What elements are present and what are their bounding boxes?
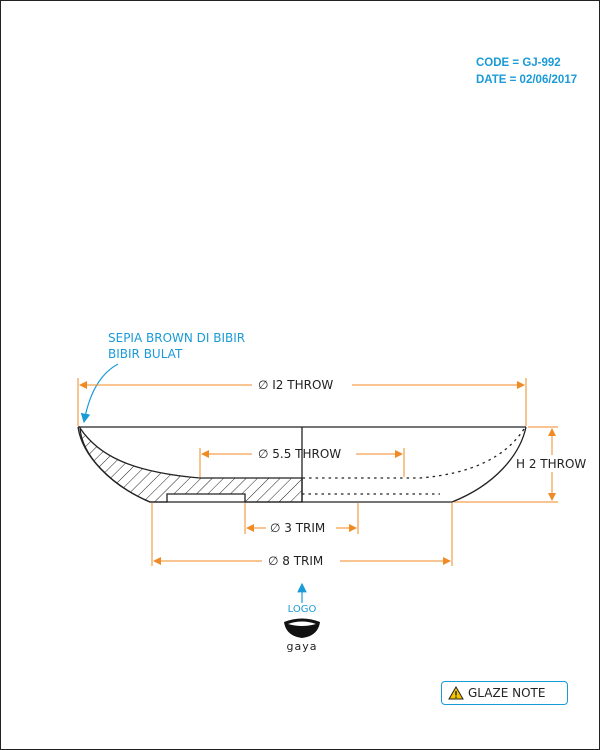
date-text: DATE = 02/06/2017: [476, 74, 578, 86]
brand-name: gaya: [286, 640, 318, 653]
glaze-note-label: GLAZE NOTE: [468, 686, 546, 700]
warning-icon: [448, 686, 464, 700]
dim-label-12-throw: ∅ I2 THROW: [258, 378, 333, 392]
code-text: CODE = GJ-992: [476, 57, 561, 69]
dim-label-3-trim: ∅ 3 TRIM: [270, 521, 325, 535]
dim-label-h-2-throw: H 2 THROW: [516, 457, 586, 471]
logo-label: LOGO: [287, 604, 317, 615]
title-block: CODE = GJ-992 DATE = 02/06/2017: [476, 55, 577, 89]
outer-profile-right: [302, 426, 527, 503]
note-line-2: BIBIR BULAT: [108, 347, 183, 361]
dim-label-5-5-throw: ∅ 5.5 THROW: [258, 447, 341, 461]
hatched-section: [79, 425, 303, 503]
gaya-logo-icon: [284, 618, 320, 638]
note-leader-arrow: [80, 363, 119, 424]
glaze-note-button[interactable]: GLAZE NOTE: [441, 681, 568, 705]
dim-label-8-trim: ∅ 8 TRIM: [268, 554, 323, 568]
note-line-1: SEPIA BROWN DI BIBIR: [108, 331, 245, 345]
